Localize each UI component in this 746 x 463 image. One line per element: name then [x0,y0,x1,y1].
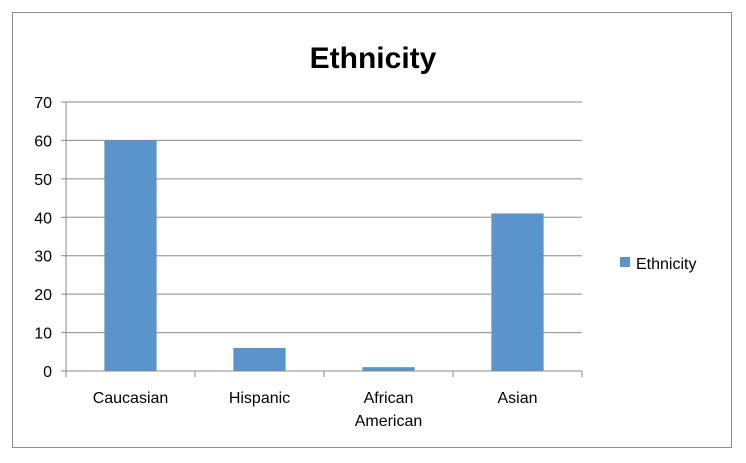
bar-african-american [362,367,415,371]
bar-asian [491,213,544,371]
y-tick-label: 40 [34,210,52,227]
chart-title: Ethnicity [310,42,437,75]
bar-caucasian [104,140,157,371]
y-tick-label: 10 [34,326,52,343]
bar-hispanic [233,347,286,371]
legend: Ethnicity [620,256,696,273]
y-tick-label: 30 [34,249,52,266]
y-tick-label: 70 [34,95,52,112]
y-tick-label: 50 [34,172,52,189]
y-axis-ticks: 0 10 20 30 40 50 60 70 [34,95,66,381]
axes [65,102,583,377]
x-category-label: Caucasian [93,390,169,407]
x-category-label: Asian [497,390,537,407]
x-category-label: Hispanic [229,390,290,407]
legend-swatch [620,257,630,267]
x-category-label: American [355,413,423,430]
bars [104,140,544,371]
x-category-label: African [364,390,414,407]
y-tick-label: 20 [34,287,52,304]
legend-label: Ethnicity [636,256,696,273]
y-tick-label: 0 [43,364,52,381]
y-tick-label: 60 [34,133,52,150]
x-axis-labels: Caucasian Hispanic African American Asian [93,390,538,430]
